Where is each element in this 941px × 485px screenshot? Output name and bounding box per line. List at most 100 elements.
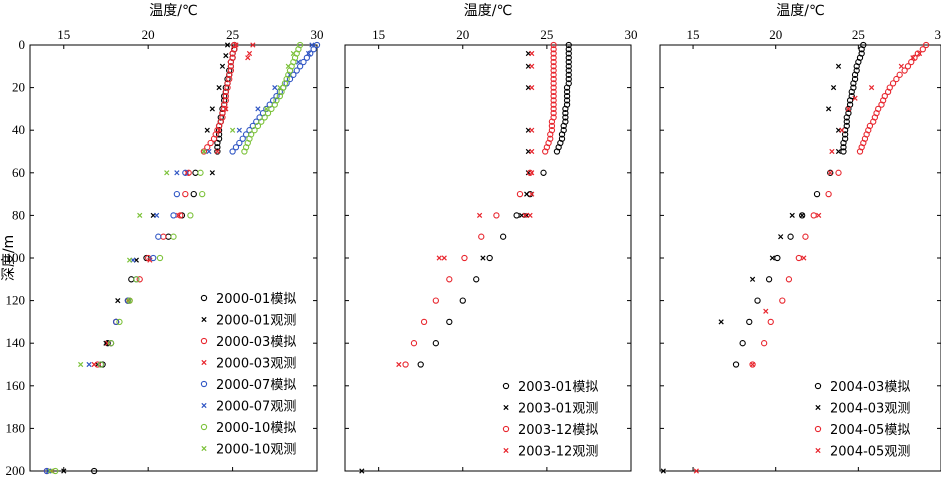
data-point: [516, 190, 524, 198]
data-point: [236, 127, 242, 133]
data-point: [255, 106, 261, 112]
data-point: [550, 71, 557, 78]
legend-marker: [200, 380, 208, 388]
data-point: [550, 67, 557, 74]
series-7: [47, 50, 296, 474]
data-point: [305, 50, 312, 57]
data-point: [853, 63, 860, 70]
legend-marker: [815, 404, 821, 411]
legend-label: 2003-01模拟: [518, 380, 598, 395]
data-point: [207, 139, 214, 147]
data-point: [417, 361, 424, 368]
series-2: [43, 41, 238, 475]
data-point: [410, 340, 418, 347]
x-tick-label: 15: [57, 27, 70, 42]
data-point: [91, 467, 98, 475]
data-point: [565, 75, 572, 83]
data-point: [182, 190, 189, 198]
data-point: [209, 170, 215, 176]
data-point: [459, 297, 466, 304]
data-point: [548, 122, 556, 130]
y-tick-label: 80: [12, 207, 25, 222]
data-point: [227, 58, 235, 66]
data-point: [835, 148, 842, 155]
data-point: [300, 58, 307, 66]
data-point: [896, 71, 903, 78]
data-point: [287, 72, 293, 78]
data-point: [254, 122, 262, 130]
data-point: [548, 118, 556, 125]
legend-marker: [200, 423, 208, 431]
data-point: [147, 257, 153, 263]
series-3: [49, 42, 256, 474]
data-point: [177, 212, 184, 219]
data-point: [128, 276, 135, 283]
x-tick-label: 25: [226, 27, 239, 42]
data-point: [432, 297, 439, 304]
data-point: [174, 170, 180, 176]
data-point: [295, 59, 302, 65]
data-point: [268, 105, 275, 113]
data-point: [779, 297, 786, 304]
data-point: [216, 84, 222, 91]
data-point: [840, 139, 847, 147]
data-point: [898, 63, 904, 69]
x-tick-label: 25: [540, 27, 553, 42]
legend-marker: [815, 447, 821, 454]
data-point: [126, 257, 133, 263]
data-point: [547, 131, 554, 138]
data-point: [718, 319, 724, 325]
data-point: [852, 95, 858, 101]
data-point: [767, 318, 774, 326]
legend-marker: [201, 359, 207, 366]
data-point: [441, 255, 447, 261]
data-point: [476, 212, 483, 219]
data-point: [529, 127, 535, 133]
data-point: [165, 233, 172, 240]
x-axis-title: 温度/℃: [149, 3, 197, 19]
data-point: [136, 276, 143, 283]
legend-marker: [200, 337, 208, 345]
x-tick-label: 30: [625, 27, 638, 42]
data-point: [816, 212, 822, 219]
data-point: [513, 212, 520, 219]
data-point: [231, 41, 238, 49]
data-point: [550, 50, 557, 57]
data-point: [845, 106, 852, 112]
data-point: [112, 318, 120, 326]
data-point: [839, 127, 845, 133]
data-point: [86, 361, 92, 368]
x-axis-title: 温度/℃: [464, 3, 512, 19]
legend-label: 2000-10模拟: [216, 421, 296, 436]
data-point: [293, 67, 300, 74]
legend-marker: [503, 447, 509, 454]
data-point: [420, 318, 428, 326]
data-point: [214, 148, 221, 155]
data-point: [529, 84, 535, 91]
data-point: [916, 50, 923, 57]
data-point: [778, 234, 784, 240]
y-tick-label: 200: [6, 463, 26, 478]
y-tick-label: 160: [6, 378, 26, 393]
data-point: [107, 340, 115, 347]
data-point: [307, 50, 314, 57]
data-point: [565, 67, 572, 74]
data-point: [271, 101, 278, 108]
data-point: [164, 170, 170, 176]
data-point: [246, 50, 253, 57]
data-point: [799, 212, 806, 219]
data-point: [222, 92, 229, 100]
data-point: [47, 468, 53, 474]
data-point: [562, 114, 569, 121]
data-point: [473, 276, 480, 283]
data-point: [765, 276, 773, 283]
series-0: [732, 41, 867, 368]
data-point: [529, 170, 535, 176]
data-point: [224, 42, 231, 48]
data-point: [732, 361, 740, 368]
data-point: [486, 254, 493, 262]
data-point: [835, 63, 842, 69]
data-point: [52, 467, 59, 475]
data-point: [97, 361, 105, 368]
data-point: [436, 255, 442, 261]
